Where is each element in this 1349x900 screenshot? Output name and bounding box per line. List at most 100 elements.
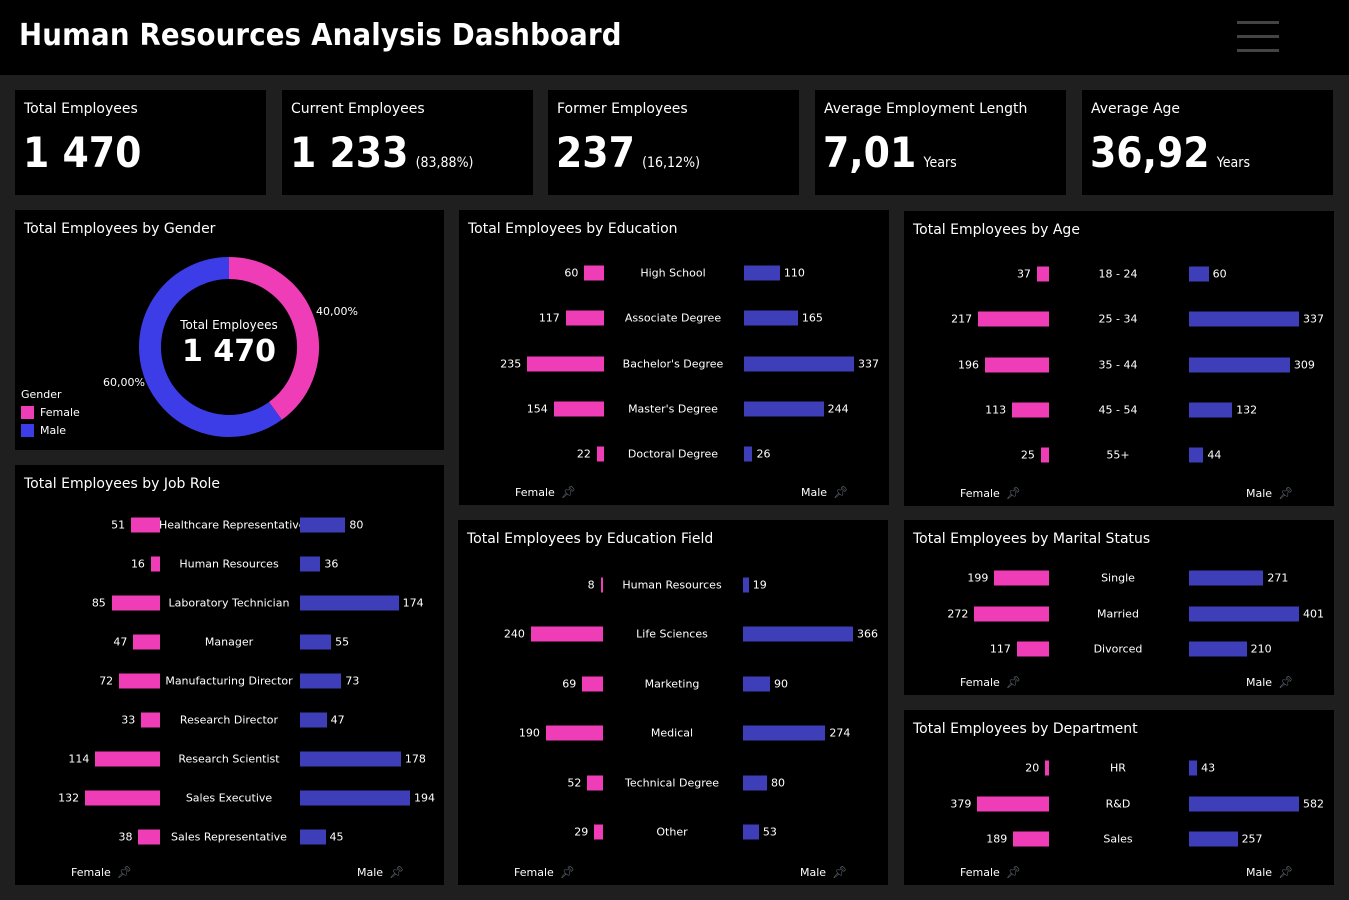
male-bar[interactable] [1189,357,1290,373]
legend-item-male[interactable]: Male [21,424,80,437]
male-value-label: 257 [1241,832,1263,846]
female-bar[interactable] [150,556,160,572]
kpi-value: 7,01 [823,128,917,177]
female-bar[interactable] [974,606,1049,621]
female-bar[interactable] [978,311,1049,327]
category-label: Human Resources [622,578,722,592]
male-bar[interactable] [743,577,749,593]
female-bar[interactable] [119,673,160,689]
male-bar[interactable] [300,790,410,806]
female-bar[interactable] [95,751,160,767]
male-bar[interactable] [300,751,401,767]
male-bar[interactable] [300,673,342,689]
pin-icon[interactable]: 📌︎ [1005,865,1022,879]
male-bar[interactable] [1189,266,1209,282]
female-bar[interactable] [565,310,604,326]
donut-slice-female[interactable] [228,257,319,420]
male-bar[interactable] [744,401,824,417]
female-bar[interactable] [582,676,603,692]
female-bar[interactable] [141,712,160,728]
male-bar[interactable] [1189,831,1238,847]
category-label: 45 - 54 [1098,403,1138,417]
female-bar[interactable] [994,570,1049,586]
female-bar[interactable] [527,356,604,372]
male-bar[interactable] [1189,641,1247,657]
female-bar[interactable] [1036,266,1049,282]
female-bar[interactable] [977,796,1049,811]
female-bar[interactable] [133,634,160,650]
male-bar[interactable] [1189,606,1299,621]
female-bar[interactable] [530,626,603,642]
male-bar[interactable] [744,265,780,281]
category-label: Marketing [644,677,700,691]
hamburger-icon[interactable] [1237,21,1279,53]
male-bar[interactable] [744,310,798,326]
male-bar[interactable] [743,725,826,741]
female-bar[interactable] [1040,447,1049,463]
male-value-label: 165 [801,311,823,325]
pin-icon[interactable]: 📌︎ [1278,675,1294,689]
male-bar[interactable] [300,517,346,533]
pin-icon[interactable]: 📌︎ [833,485,849,499]
male-value-label: 194 [414,791,435,805]
donut-slice-male[interactable] [139,257,282,437]
female-bar[interactable] [596,446,604,462]
kpi-sub: (83,88%) [415,155,474,171]
male-value-label: 44 [1207,448,1222,462]
legend-item-female[interactable]: Female [21,406,80,419]
female-bar[interactable] [600,577,603,593]
female-value-label: 117 [538,311,560,325]
female-bar[interactable] [1016,641,1049,657]
kpi-avg-employment-length: Average Employment Length 7,01 Years [815,90,1066,195]
male-bar[interactable] [300,595,399,611]
male-bar[interactable] [1189,796,1299,811]
male-bar[interactable] [1189,760,1198,776]
female-value-label: 379 [950,797,972,810]
kpi-sub: (16,12%) [642,155,700,171]
female-axis-label: Female [960,865,1000,879]
female-bar[interactable] [131,517,160,533]
male-bar[interactable] [743,676,771,692]
male-bar[interactable] [744,446,753,462]
female-bar[interactable] [1045,760,1049,776]
male-bar[interactable] [744,356,854,372]
male-bar[interactable] [300,712,327,728]
male-bar[interactable] [743,775,768,791]
male-bar[interactable] [743,626,853,642]
female-bar[interactable] [594,824,603,840]
pin-icon[interactable]: 📌︎ [1278,486,1294,500]
male-bar[interactable] [300,829,326,845]
female-bar[interactable] [587,775,603,791]
pin-icon[interactable]: 📌︎ [116,865,133,879]
female-bar[interactable] [553,401,604,417]
pin-icon[interactable]: 📌︎ [559,865,576,879]
kpi-avg-age: Average Age 36,92 Years [1082,90,1333,195]
pin-icon[interactable]: 📌︎ [1005,675,1022,689]
male-value-label: 110 [783,266,805,280]
female-bar[interactable] [138,829,160,845]
male-value-label: 337 [1303,312,1324,326]
pin-icon[interactable]: 📌︎ [832,865,848,879]
female-bar[interactable] [111,595,160,611]
female-bar[interactable] [985,357,1049,373]
pin-icon[interactable]: 📌︎ [1005,486,1022,500]
male-bar[interactable] [1189,570,1264,586]
male-bar[interactable] [300,634,332,650]
pin-icon[interactable]: 📌︎ [389,865,405,879]
female-value-label: 29 [574,825,589,839]
pin-icon[interactable]: 📌︎ [560,485,577,499]
female-bar[interactable] [545,725,603,741]
pin-icon[interactable]: 📌︎ [1278,865,1294,879]
female-bar[interactable] [584,265,604,281]
male-bar[interactable] [1189,402,1233,418]
male-bar[interactable] [300,556,321,572]
female-bar[interactable] [85,790,160,806]
female-bar[interactable] [1013,831,1049,847]
female-value-label: 60 [564,266,579,280]
category-label: Laboratory Technician [168,596,290,610]
male-bar[interactable] [743,824,759,840]
female-bar[interactable] [1012,402,1049,418]
male-bar[interactable] [1189,447,1204,463]
male-bar[interactable] [1189,311,1299,327]
gender-legend: Gender Female Male [21,388,80,437]
